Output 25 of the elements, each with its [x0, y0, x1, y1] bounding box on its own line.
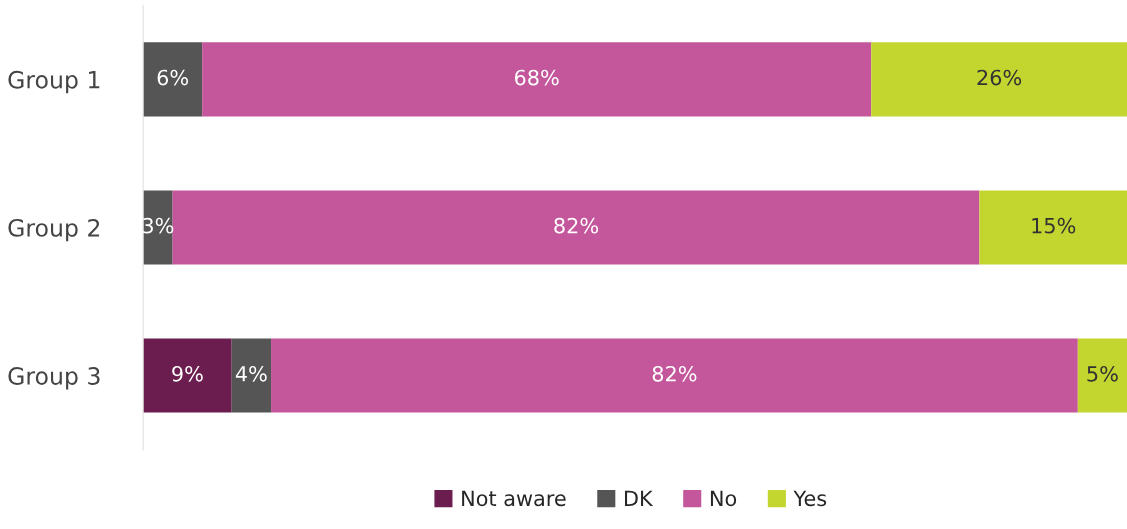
data-label: 26%	[977, 69, 1022, 86]
data-label: 82%	[554, 217, 599, 234]
legend-label: No	[710, 490, 737, 507]
y-tick-label: Group 1	[8, 70, 100, 94]
bar	[202, 42, 872, 117]
data-label: 5%	[1087, 365, 1118, 382]
bar	[231, 338, 272, 413]
bar	[172, 190, 980, 265]
bar	[143, 338, 232, 413]
data-label: 6%	[157, 69, 189, 86]
y-tick-label: Group 3	[8, 367, 100, 390]
bar	[871, 42, 1127, 117]
data-label: 4%	[235, 365, 267, 382]
bar	[1077, 338, 1127, 413]
bar	[271, 338, 1078, 413]
data-label: 15%	[1032, 217, 1076, 234]
y-tick-label: Group 2	[8, 218, 100, 242]
data-label: 9%	[172, 365, 203, 382]
data-label: 68%	[514, 69, 559, 86]
bar	[979, 190, 1127, 265]
legend-label: Not aware	[462, 490, 566, 507]
bar	[143, 42, 203, 117]
legend-label: DK	[625, 490, 654, 506]
data-label: 82%	[652, 365, 697, 382]
legend-label: Yes	[793, 490, 827, 507]
